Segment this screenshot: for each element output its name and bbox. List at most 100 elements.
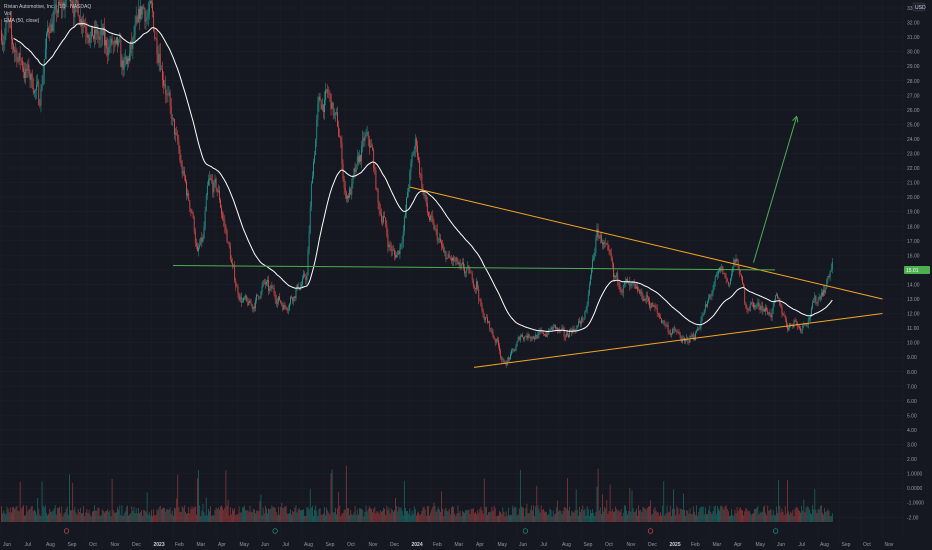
candle-body	[654, 305, 656, 308]
candle-body	[23, 67, 24, 72]
volume-bar	[213, 515, 215, 522]
event-markers[interactable]	[63, 528, 932, 534]
candle-body	[198, 247, 199, 252]
candle-body	[167, 93, 169, 95]
horizontal-level-line[interactable]	[172, 265, 776, 271]
currency-badge[interactable]	[912, 2, 926, 12]
volume-bar	[619, 512, 621, 522]
candle-body	[830, 269, 832, 271]
volume-bar	[687, 510, 689, 522]
ascending-support-line[interactable]	[473, 313, 883, 368]
volume-bar	[53, 508, 55, 522]
volume-bar	[88, 509, 90, 522]
candle-body	[188, 193, 190, 201]
volume-bar	[547, 514, 549, 522]
volume-bar	[307, 507, 309, 522]
candle-body	[382, 221, 383, 223]
volume-bar	[633, 512, 635, 522]
candle-body	[529, 337, 531, 339]
volume-bar	[23, 505, 24, 522]
candle-body	[496, 338, 498, 341]
candle-body	[294, 296, 296, 299]
candle-body	[537, 334, 539, 339]
price-tick-label: 1.0000	[907, 472, 923, 478]
candle-body	[210, 178, 211, 180]
candle-body	[4, 35, 6, 44]
candle-body	[203, 226, 205, 239]
breakout-projection-line[interactable]	[753, 117, 797, 263]
candle-body	[818, 296, 820, 300]
volume-bar	[116, 512, 117, 522]
candle-body	[805, 324, 807, 326]
price-tick-label: 24.00	[907, 137, 920, 143]
price-tick-label: 11.00	[907, 326, 919, 332]
candle-body	[510, 354, 511, 360]
candle-body	[757, 302, 759, 306]
volume-bar	[267, 513, 268, 522]
candle-body	[546, 334, 548, 337]
candle-body	[505, 363, 507, 366]
volume-bar	[117, 506, 118, 522]
volume-bar	[282, 507, 284, 522]
volume-bar	[56, 507, 58, 522]
candle-body	[715, 274, 717, 277]
volume-bar	[163, 507, 164, 522]
candle-body	[61, 2, 63, 7]
candle-body	[347, 195, 348, 199]
candle-body	[255, 300, 256, 309]
candle-body	[307, 250, 309, 276]
time-tick-label: Nov	[111, 542, 120, 548]
volume-bar	[760, 511, 762, 522]
candle-body	[215, 179, 217, 189]
volume-bar	[725, 505, 727, 522]
volume-bar	[709, 505, 711, 522]
candle-body	[366, 132, 368, 135]
volume-bar	[72, 482, 74, 522]
trendline-annotations[interactable]	[172, 117, 883, 368]
candle-body	[128, 58, 129, 61]
price-axis-panel[interactable]	[904, 0, 932, 550]
volume-bar	[655, 510, 657, 522]
candle-body	[618, 281, 620, 285]
candle-body	[795, 320, 797, 323]
ema-line	[13, 23, 833, 333]
volume-bar	[724, 506, 726, 522]
candle-body	[205, 195, 207, 212]
volume-bar	[165, 511, 167, 522]
volume-bar	[55, 514, 57, 522]
volume-bar	[399, 508, 401, 522]
volume-bar	[58, 507, 59, 522]
volume-bar	[488, 512, 490, 522]
candle-body	[413, 149, 415, 155]
volume-bar	[112, 509, 114, 522]
volume-bar	[212, 514, 214, 522]
candle-body	[816, 303, 818, 304]
candle-body	[42, 74, 44, 85]
volume-bar	[102, 510, 104, 522]
candle-body	[79, 19, 81, 25]
volume-bar	[177, 474, 179, 522]
volume-bar	[175, 508, 176, 522]
candle-body	[743, 283, 745, 289]
volume-bar	[309, 489, 311, 522]
candle-body	[371, 145, 372, 147]
candle-body	[223, 218, 225, 221]
volume-bar	[341, 513, 343, 522]
candle-body	[735, 259, 737, 263]
candle-body	[395, 254, 396, 258]
candle-body	[183, 170, 185, 176]
volume-bar	[723, 509, 725, 522]
volume-bar	[696, 505, 697, 522]
volume-bar	[70, 510, 71, 522]
candle-body	[564, 336, 566, 338]
volume-bar	[826, 510, 828, 522]
volume-bar	[544, 511, 545, 522]
volume-bar	[231, 514, 232, 522]
volume-bar	[611, 508, 613, 522]
candle-body	[478, 288, 480, 300]
volume-bar	[440, 512, 441, 522]
candle-body	[143, 6, 145, 9]
descending-resistance-line[interactable]	[409, 186, 883, 300]
candle-body	[636, 286, 637, 289]
